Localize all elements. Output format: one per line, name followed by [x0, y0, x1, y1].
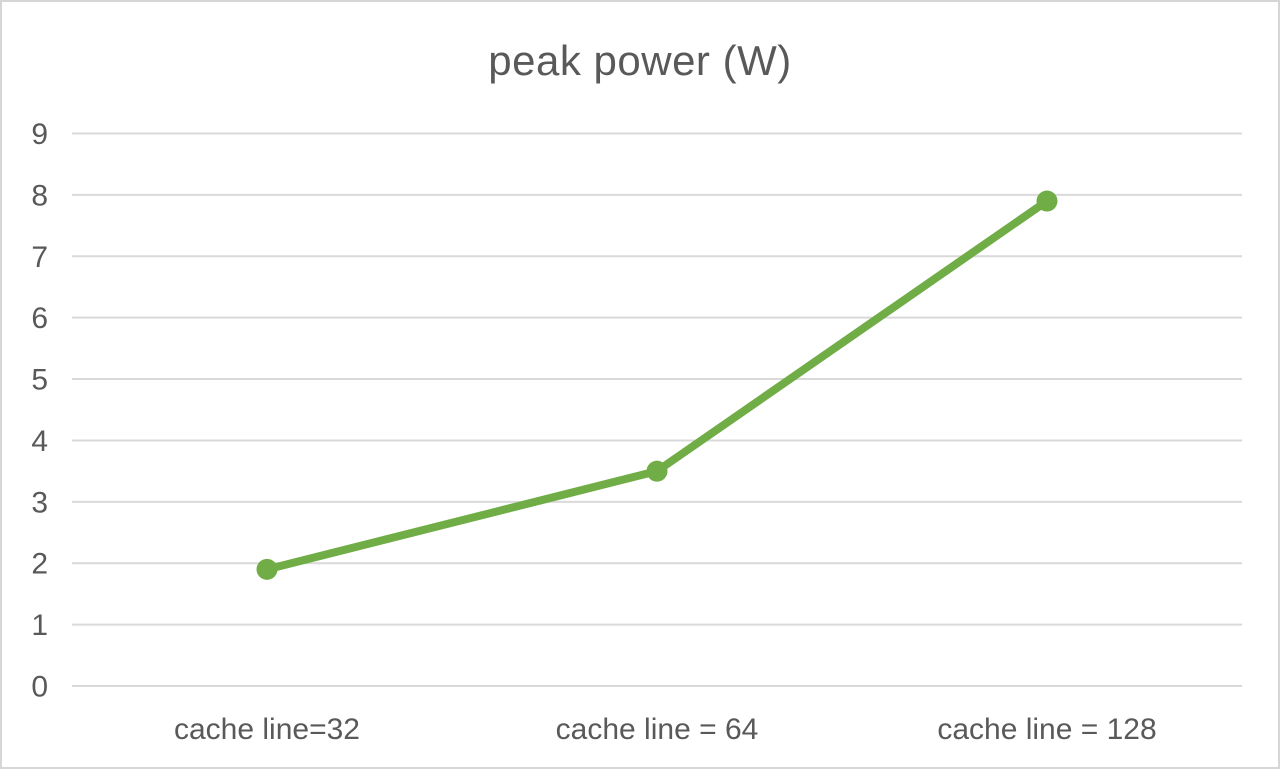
x-tick-label: cache line = 128 — [937, 713, 1156, 746]
y-tick-label: 2 — [31, 548, 48, 581]
y-tick-label: 4 — [31, 425, 48, 458]
x-tick-label: cache line = 64 — [556, 713, 759, 746]
chart-title: peak power (W) — [488, 37, 792, 84]
data-point-marker — [646, 460, 668, 482]
y-tick-label: 9 — [31, 118, 48, 151]
data-point-marker — [256, 558, 278, 580]
y-tick-label: 0 — [31, 671, 48, 704]
data-point-marker — [1036, 190, 1058, 212]
y-tick-label: 3 — [31, 486, 48, 519]
y-tick-label: 6 — [31, 302, 48, 335]
y-tick-label: 5 — [31, 364, 48, 397]
y-tick-label: 7 — [31, 241, 48, 274]
x-tick-label: cache line=32 — [174, 713, 360, 746]
y-tick-label: 8 — [31, 179, 48, 212]
y-tick-label: 1 — [31, 609, 48, 642]
